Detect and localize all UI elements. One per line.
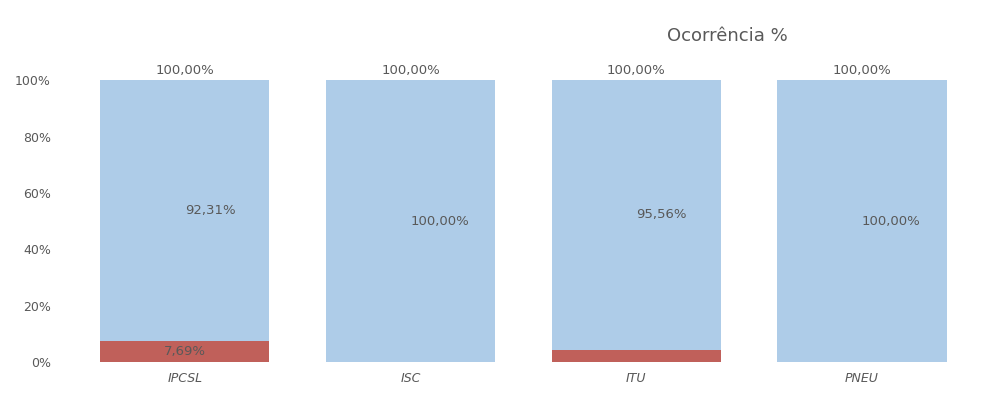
Bar <box>552 80 721 350</box>
Text: 100,00%: 100,00% <box>862 215 921 228</box>
Bar <box>325 80 495 362</box>
Text: 100,00%: 100,00% <box>833 64 891 78</box>
Bar <box>100 80 269 340</box>
Bar <box>100 340 269 362</box>
Text: 100,00%: 100,00% <box>381 64 439 78</box>
Text: 100,00%: 100,00% <box>155 64 214 78</box>
Bar <box>552 350 721 362</box>
Text: 100,00%: 100,00% <box>410 215 469 228</box>
Text: 92,31%: 92,31% <box>185 204 235 217</box>
Text: 95,56%: 95,56% <box>637 208 687 222</box>
Text: 7,69%: 7,69% <box>164 345 206 358</box>
Title: Ocorrência %: Ocorrência % <box>667 27 787 45</box>
Bar <box>777 80 947 362</box>
Text: 100,00%: 100,00% <box>607 64 666 78</box>
